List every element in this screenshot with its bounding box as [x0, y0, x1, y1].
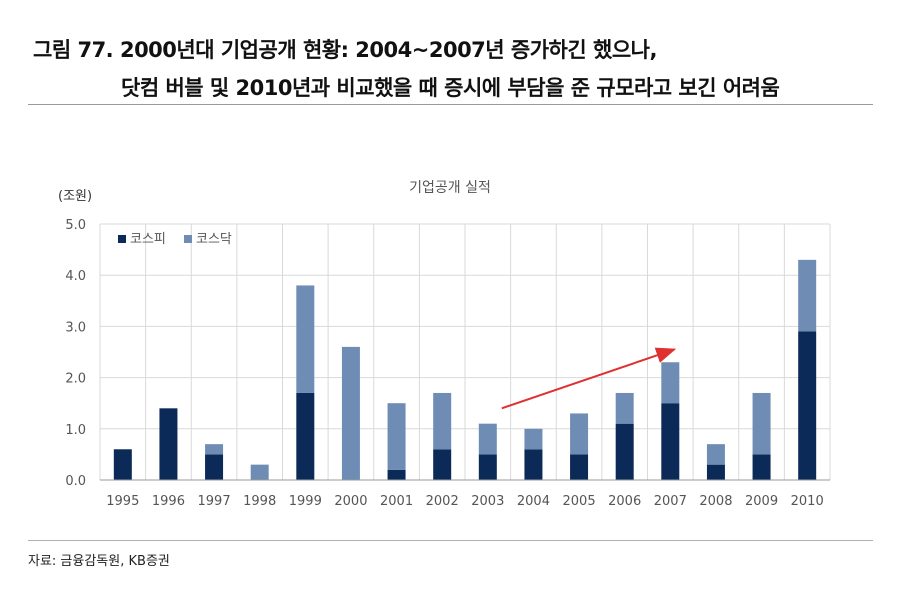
x-tick-label: 1998 [243, 494, 276, 509]
x-tick-label: 1995 [106, 494, 139, 509]
x-tick-label: 2001 [380, 494, 413, 509]
y-axis-unit-label: (조원) [58, 189, 92, 204]
trend-arrow [501, 347, 677, 410]
grid-lines [99, 223, 831, 480]
bar-kospi [661, 403, 680, 480]
bar-kospi [570, 454, 589, 480]
bar-kosdaq [570, 413, 589, 455]
y-tick-label: 1.0 [65, 423, 86, 438]
x-tick-label: 1996 [152, 494, 185, 509]
bar-kosdaq [706, 444, 725, 465]
source-note: 자료: 금융감독원, KB증권 [28, 554, 170, 569]
bar-kospi [478, 454, 497, 480]
bar-kospi [159, 408, 178, 480]
bar-kospi [205, 454, 224, 480]
source-divider [28, 540, 873, 541]
bar-kospi [524, 449, 543, 480]
x-tick-label: 2000 [334, 494, 367, 509]
bar-kospi [433, 449, 452, 480]
bar-kospi [113, 449, 132, 480]
x-tick-label: 2008 [699, 494, 732, 509]
bar-kosdaq [296, 285, 315, 393]
legend-swatch [118, 235, 126, 243]
y-tick-label: 5.0 [65, 218, 86, 233]
x-tick-label: 2005 [563, 494, 596, 509]
bar-kospi [706, 464, 725, 480]
y-tick-label: 3.0 [65, 320, 86, 335]
bar-kosdaq [341, 346, 360, 480]
bar-kosdaq [798, 259, 817, 332]
x-tick-label: 2002 [426, 494, 459, 509]
x-tick-label: 2006 [608, 494, 641, 509]
bar-kosdaq [524, 428, 543, 450]
y-tick-label: 2.0 [65, 372, 86, 387]
bar-kospi [387, 469, 406, 480]
x-tick-label: 1997 [198, 494, 231, 509]
x-tick-label: 2010 [791, 494, 824, 509]
y-tick-label: 4.0 [65, 269, 86, 284]
bar-kosdaq [250, 464, 269, 480]
bar-kospi [296, 392, 315, 480]
bar-kosdaq [433, 392, 452, 450]
bar-kospi [615, 423, 634, 480]
title-divider [28, 104, 873, 105]
axes: 0.0 1.0 2.0 3.0 4.0 5.0 1995 1996 1997 1998 1999 20… [65, 218, 830, 509]
bars [113, 259, 817, 480]
legend: 코스피 코스닥 [118, 232, 232, 247]
legend-swatch [184, 235, 192, 243]
figure-title-line-2: 닷컴 버블 및 2010년과 비교했을 때 증시에 부담을 준 규모라고 보긴 … [121, 76, 780, 100]
bar-kosdaq [387, 403, 406, 470]
bar-kosdaq [752, 392, 771, 455]
bar-kosdaq [205, 444, 224, 455]
figure-title-line-1: 그림 77. 2000년대 기업공개 현황: 2004~2007년 증가하긴 했… [33, 38, 657, 62]
bar-kosdaq [615, 392, 634, 424]
bar-kospi [752, 454, 771, 480]
x-tick-label: 2003 [471, 494, 504, 509]
annotations [501, 347, 677, 410]
bar-kosdaq [661, 362, 680, 404]
legend-label: 코스닥 [196, 232, 232, 247]
legend-label: 코스피 [130, 232, 166, 247]
x-tick-label: 1999 [289, 494, 322, 509]
bar-kospi [798, 331, 817, 480]
y-tick-label: 0.0 [65, 474, 86, 489]
x-tick-label: 2004 [517, 494, 550, 509]
bar-kosdaq [478, 423, 497, 455]
x-tick-label: 2007 [654, 494, 687, 509]
bar-chart: 기업공개 실적 (조원) 0.0 1.0 2.0 3.0 4.0 5.0 1995 1996 1… [58, 180, 831, 509]
chart-title: 기업공개 실적 [409, 180, 491, 196]
x-tick-label: 2009 [745, 494, 778, 509]
